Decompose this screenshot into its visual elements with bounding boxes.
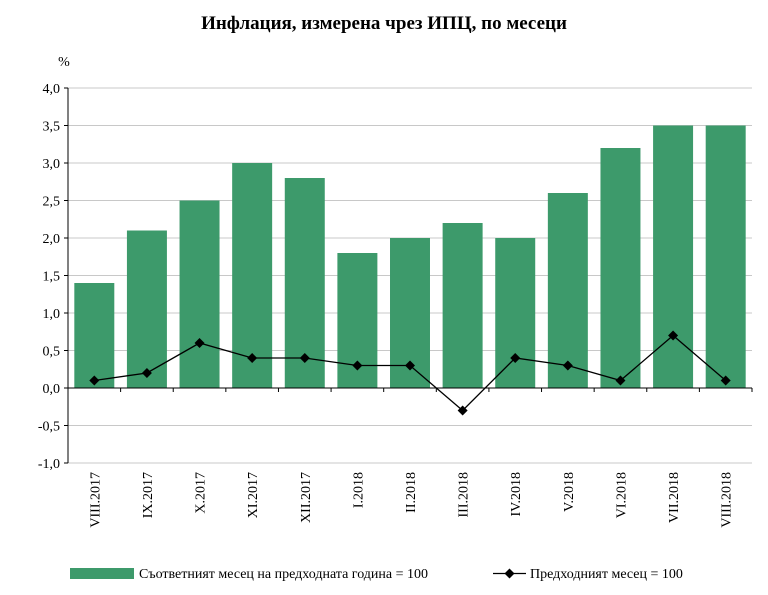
bar xyxy=(126,230,167,388)
line-point xyxy=(89,375,100,386)
y-tick-label: 1,0 xyxy=(43,307,61,322)
legend-line-label: Предходният месец = 100 xyxy=(530,567,683,582)
x-tick-label: VIII.2017 xyxy=(88,472,103,528)
y-tick-label: 3,0 xyxy=(43,157,61,172)
y-tick-label: 4,0 xyxy=(43,82,61,97)
y-tick-label: 2,5 xyxy=(43,195,61,210)
y-tick-label: -1,0 xyxy=(38,457,60,472)
x-tick-label: X.2017 xyxy=(194,472,209,514)
y-tick-label: 2,0 xyxy=(43,232,61,247)
y-tick-label: 0,0 xyxy=(43,382,61,397)
line-point xyxy=(194,338,205,348)
bar xyxy=(232,163,273,388)
bar xyxy=(705,125,746,388)
legend-line-marker xyxy=(504,568,515,579)
bar xyxy=(495,238,536,388)
x-tick-label: VI.2018 xyxy=(614,472,629,518)
x-tick-labels: VIII.2017 IX.2017 X.2017 XI.2017 XII.2017 I.2… xyxy=(88,472,734,528)
line-series xyxy=(89,330,731,416)
line-point xyxy=(720,375,731,386)
line-point xyxy=(457,405,468,416)
bar xyxy=(600,148,641,388)
x-tick-label: I.2018 xyxy=(351,472,366,508)
line-point xyxy=(562,360,573,371)
x-tick-label: IV.2018 xyxy=(509,472,524,516)
line-point xyxy=(615,375,626,386)
line-point xyxy=(299,353,310,363)
y-tick-label: -0,5 xyxy=(38,420,60,435)
axes xyxy=(67,88,753,463)
bar xyxy=(179,200,220,388)
chart-title: Инфлация, измерена чрез ИПЦ, по месеци xyxy=(201,13,567,34)
x-tick-label: IX.2017 xyxy=(141,472,156,518)
line-point xyxy=(510,353,521,363)
line-point xyxy=(668,330,679,341)
y-tick-label: 3,5 xyxy=(43,120,61,135)
x-tick-label: V.2018 xyxy=(562,472,577,512)
y-tick-labels: -1,0 -0,5 0,0 0,5 1,0 1,5 2,0 2,5 3,0 3,5 4,0 xyxy=(38,82,60,472)
x-tick-label: XII.2017 xyxy=(299,472,314,523)
bar xyxy=(442,223,483,388)
y-tick-label: 0,5 xyxy=(43,345,61,360)
y-axis-unit-label: % xyxy=(58,55,70,70)
legend: Съответният месец на предходната година … xyxy=(70,567,683,582)
y-tick-label: 1,5 xyxy=(43,270,61,285)
line-point xyxy=(352,360,363,371)
bar xyxy=(74,283,115,388)
legend-bar-label: Съответният месец на предходната година … xyxy=(139,567,428,582)
x-tick-label: VII.2018 xyxy=(667,472,682,523)
bar xyxy=(653,125,694,388)
line-point xyxy=(247,353,258,363)
x-tick-label: III.2018 xyxy=(457,472,472,518)
bar-series xyxy=(74,125,746,388)
line-point xyxy=(405,360,415,371)
x-tick-label: VIII.2018 xyxy=(720,472,735,528)
line-point xyxy=(141,368,152,378)
x-tick-label: XI.2017 xyxy=(246,472,261,518)
x-tick-label: II.2018 xyxy=(404,472,419,513)
bar xyxy=(547,193,588,388)
legend-bar-swatch xyxy=(70,568,134,579)
